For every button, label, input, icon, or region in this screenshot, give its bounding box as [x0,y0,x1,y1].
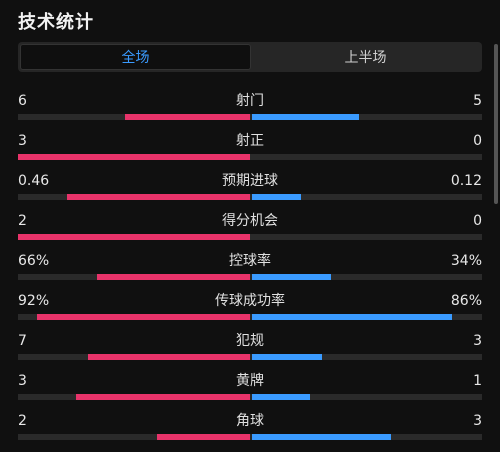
stat-home-value: 2 [18,413,27,429]
stat-away-value: 1 [473,373,482,389]
stat-row: 2 得分机会 0 [18,212,482,252]
stat-row: 7 犯规 3 [18,332,482,372]
stat-row: 92% 传球成功率 86% [18,292,482,332]
stat-away-value: 0 [473,133,482,149]
stat-label: 射正 [236,133,264,149]
scrollbar[interactable] [494,44,498,204]
stat-label: 控球率 [229,253,271,269]
stat-bar-track [18,154,482,160]
stat-away-value: 0 [473,213,482,229]
stat-bar-track [18,434,482,440]
stat-away-bar [252,114,359,120]
tab-full-match[interactable]: 全场 [20,44,251,70]
stat-label: 黄牌 [236,373,264,389]
stat-home-value: 3 [18,133,27,149]
stat-home-value: 3 [18,373,27,389]
period-tabs: 全场 上半场 [18,42,482,72]
stat-row: 2 角球 3 [18,412,482,452]
stat-away-bar [252,434,391,440]
stat-label: 角球 [236,413,264,429]
stat-away-value: 3 [473,333,482,349]
stat-home-value: 6 [18,93,27,109]
stat-bar-track [18,274,482,280]
stat-label: 射门 [236,93,264,109]
stat-home-bar [18,154,250,160]
stat-away-value: 34% [450,253,482,269]
stat-away-value: 5 [473,93,482,109]
stat-bar-track [18,394,482,400]
stat-home-value: 7 [18,333,27,349]
stat-home-bar [88,354,250,360]
stat-home-bar [37,314,250,320]
stat-away-value: 86% [450,293,482,309]
stat-away-bar [252,274,331,280]
stat-bar-track [18,314,482,320]
stat-bar-track [18,354,482,360]
stat-bar-track [18,114,482,120]
stat-home-bar [18,234,250,240]
stat-row: 3 射正 0 [18,132,482,172]
stat-home-bar [97,274,250,280]
stat-away-bar [252,354,322,360]
stat-row: 0.46 预期进球 0.12 [18,172,482,212]
stat-home-value: 2 [18,213,27,229]
stat-home-value: 0.46 [18,173,50,189]
stat-away-value: 3 [473,413,482,429]
stat-home-bar [76,394,250,400]
stat-label: 犯规 [236,333,264,349]
stat-row: 6 射门 5 [18,92,482,132]
page-title: 技术统计 [18,12,94,33]
stat-away-bar [252,314,452,320]
stat-away-value: 0.12 [450,173,482,189]
tab-first-half[interactable]: 上半场 [344,50,387,66]
stat-row: 66% 控球率 34% [18,252,482,292]
stat-away-bar [252,394,310,400]
stat-home-bar [67,194,250,200]
stat-away-bar [252,194,301,200]
stat-row: 3 黄牌 1 [18,372,482,412]
stat-label: 得分机会 [222,213,278,229]
stat-label: 传球成功率 [215,293,285,309]
stat-bar-track [18,234,482,240]
stat-label: 预期进球 [222,173,278,189]
stat-bar-track [18,194,482,200]
stat-home-value: 66% [18,253,50,269]
stat-home-bar [157,434,250,440]
stat-home-value: 92% [18,293,50,309]
stat-home-bar [125,114,250,120]
